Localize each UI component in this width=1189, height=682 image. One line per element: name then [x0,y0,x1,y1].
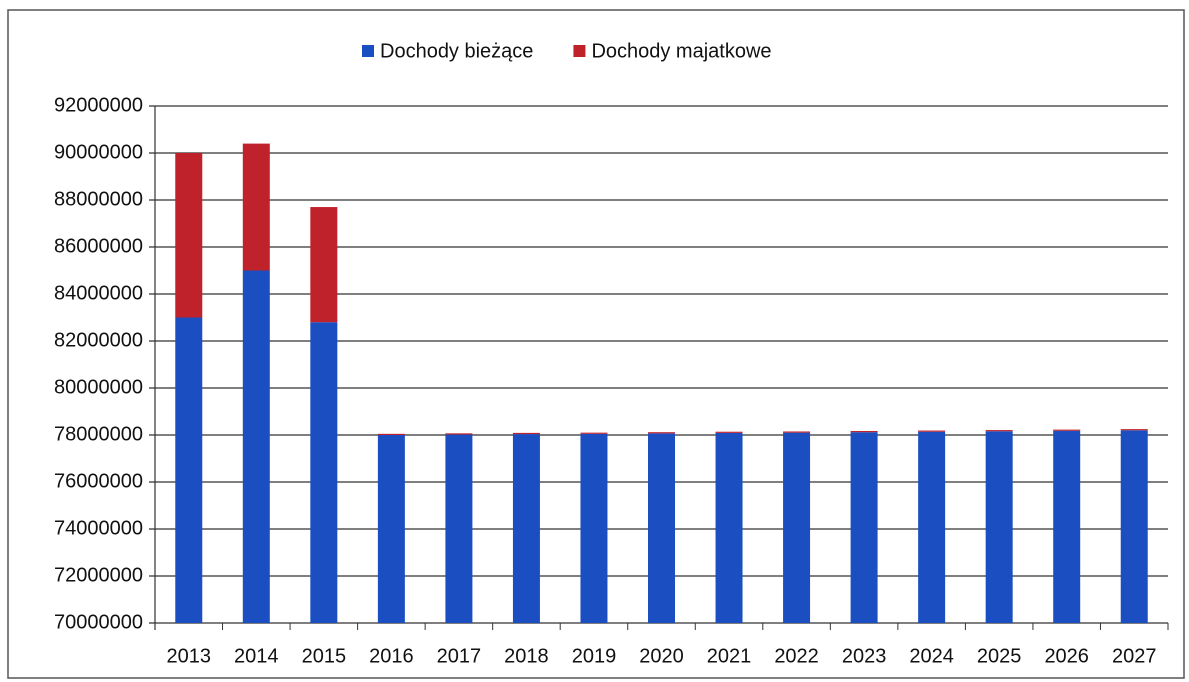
chart-frame [7,9,1185,679]
bar-segment [715,431,743,433]
bar-segment [715,432,743,623]
bar-segment [985,430,1013,432]
bar-segment [242,143,270,271]
bar-segment [1120,429,1148,431]
y-tick-label: 80000000 [54,376,143,398]
x-tick-label: 2020 [639,645,684,667]
bar-segment [1120,430,1148,623]
bar-segment [783,432,811,623]
bar-segment [850,432,878,623]
x-tick-label: 2019 [572,645,617,667]
y-tick-label: 76000000 [54,470,143,492]
bar-segment [175,317,203,623]
x-tick-label: 2018 [504,645,549,667]
y-tick-label: 86000000 [54,235,143,257]
bar-segment [310,322,338,623]
bar-segment [1053,429,1081,431]
legend-swatch [362,45,374,57]
bar-segment [648,433,675,623]
x-tick-label: 2021 [707,645,752,667]
y-tick-label: 82000000 [54,329,143,351]
y-tick-label: 92000000 [54,94,143,116]
x-tick-label: 2023 [842,645,887,667]
x-tick-label: 2014 [234,645,279,667]
bar-segment [512,434,540,623]
bar-segment [648,432,675,434]
y-tick-label: 88000000 [54,188,143,210]
bar-segment [377,435,405,623]
x-tick-label: 2025 [977,645,1022,667]
bar-segment [377,433,405,435]
x-tick-label: 2024 [909,645,954,667]
bar-segment [918,431,946,623]
bar-segment [445,434,473,623]
bar-segment [850,431,878,433]
x-tick-label: 2022 [774,645,819,667]
x-tick-label: 2013 [167,645,212,667]
x-tick-label: 2017 [437,645,482,667]
legend-swatch [573,45,586,57]
y-tick-label: 74000000 [54,517,143,539]
x-tick-label: 2026 [1044,645,1089,667]
bar-segment [310,207,338,323]
y-tick-label: 70000000 [54,611,143,633]
legend-label: Dochody bieżące [380,40,533,62]
x-tick-label: 2015 [302,645,347,667]
y-tick-label: 84000000 [54,282,143,304]
bar-segment [242,270,270,623]
bar-segment [512,432,540,435]
x-tick-label: 2016 [369,645,414,667]
x-tick-label: 2027 [1112,645,1157,667]
y-tick-label: 72000000 [54,564,143,586]
y-tick-label: 90000000 [54,141,143,163]
bar-segment [175,153,203,318]
bar-segment [783,431,811,433]
legend-label: Dochody majatkowe [591,40,771,62]
bar-segment [918,430,946,432]
bar-segment [985,431,1013,623]
bar-segment [580,433,608,623]
bar-segment [445,433,473,435]
y-tick-label: 78000000 [54,423,143,445]
bar-segment [1053,430,1081,623]
bar-segment [580,432,608,434]
